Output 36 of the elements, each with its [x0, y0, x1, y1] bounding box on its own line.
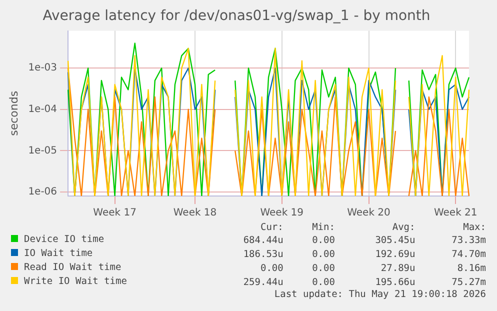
text: 0.00	[259, 262, 284, 275]
text: 75.27m	[450, 276, 487, 289]
legend-label: IO Wait time	[23, 247, 94, 261]
text: Last update: Thu May 21 19:00:18 2026	[273, 289, 487, 300]
text: 259.44u	[242, 276, 284, 289]
text: 74.70m	[450, 248, 487, 261]
text: 0.00	[311, 248, 336, 261]
text: 684.44u	[242, 234, 284, 247]
text: 186.53u	[242, 248, 284, 261]
text: 0.00	[311, 262, 336, 275]
x-tick-label: Week 18	[173, 208, 217, 219]
text: 192.69u	[374, 248, 416, 261]
y-tick-label: 1e-05	[28, 145, 58, 156]
text: Avg:	[391, 222, 416, 233]
y-tick-label: 1e-06	[28, 186, 58, 198]
x-tick-label: Week 21	[434, 208, 478, 219]
text: 27.89u	[380, 262, 416, 275]
text: 0.00	[311, 234, 336, 247]
text: 73.33m	[450, 234, 487, 247]
text: 8.16m	[456, 262, 487, 275]
text: 305.45u	[374, 234, 416, 247]
x-tick-label: Week 20	[347, 208, 390, 219]
y-axis-title: seconds	[7, 90, 20, 136]
text: Min:	[311, 222, 336, 233]
legend-label: Read IO Wait time	[23, 261, 122, 275]
text: Cur:	[259, 222, 284, 233]
y-tick-label: 1e-03	[28, 62, 58, 74]
text: Max:	[462, 222, 487, 233]
legend-label: Write IO Wait time	[23, 275, 128, 289]
x-tick-label: Week 17	[93, 208, 136, 219]
text: 0.00	[311, 276, 336, 289]
legend-label: Device IO time	[23, 233, 106, 247]
chart-title: Average latency for /dev/onas01-vg/swap_1 - by month	[42, 8, 430, 24]
x-tick-label: Week 19	[260, 208, 304, 219]
y-tick-label: 1e-04	[28, 104, 58, 115]
text: 195.66u	[374, 276, 416, 289]
